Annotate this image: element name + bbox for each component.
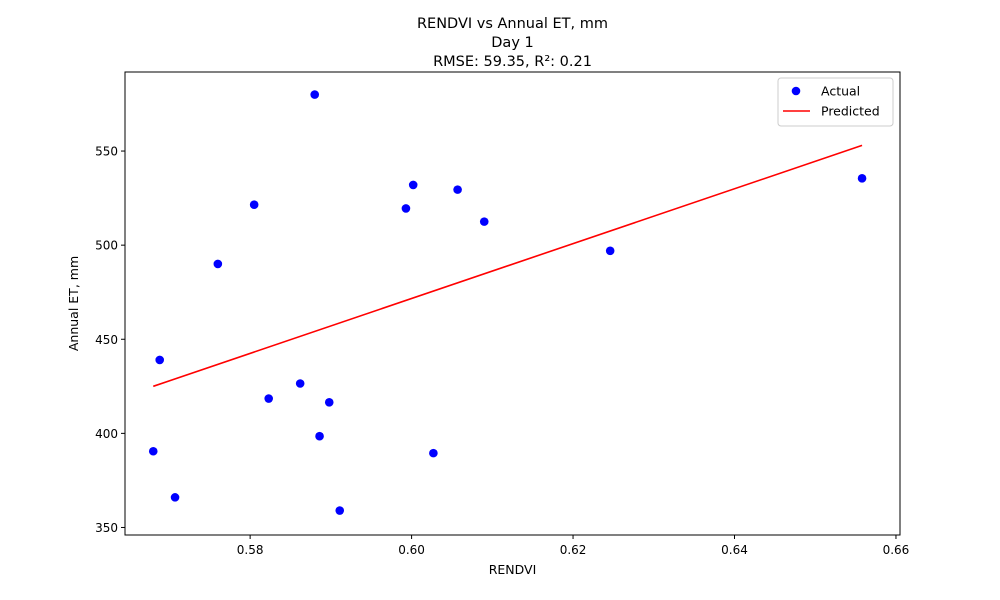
actual-point <box>315 431 324 441</box>
actual-point <box>264 394 273 403</box>
actual-point <box>148 446 158 456</box>
x-tick-label: 0.66 <box>883 543 910 557</box>
y-tick-label: 400 <box>95 427 118 441</box>
x-axis: 0.58 0.60 0.62 0.64 0.66 <box>237 535 910 557</box>
y-tick-label: 450 <box>95 333 118 347</box>
actual-point <box>429 448 438 458</box>
actual-point <box>155 355 165 365</box>
y-axis-label: Annual ET, mm <box>66 256 81 351</box>
x-tick-label: 0.64 <box>721 543 748 557</box>
actual-point <box>453 185 462 194</box>
actual-point <box>213 259 223 269</box>
y-tick-label: 350 <box>95 521 118 535</box>
actual-point <box>857 174 867 183</box>
chart-title-line: RENDVI vs Annual ET, mm <box>417 16 608 32</box>
y-tick-label: 550 <box>95 145 118 159</box>
actual-point <box>401 204 411 213</box>
y-tick-label: 500 <box>95 239 118 253</box>
actual-point <box>335 506 345 515</box>
actual-point <box>605 246 615 256</box>
series-layer <box>148 90 867 515</box>
actual-point <box>479 217 489 226</box>
actual-point <box>310 90 320 99</box>
chart-title: RENDVI vs Annual ET, mm Day 1 RMSE: 59.35,… <box>417 16 608 70</box>
x-tick-label: 0.58 <box>237 543 264 557</box>
actual-point <box>170 493 180 502</box>
actual-point <box>408 180 418 190</box>
chart-title-line: Day 1 <box>491 35 533 51</box>
predicted-line <box>152 144 863 388</box>
y-axis: 350 400 450 500 550 <box>95 145 125 535</box>
x-tick-label: 0.62 <box>560 543 587 557</box>
x-axis-label: RENDVI <box>489 562 537 577</box>
legend-label: Predicted <box>821 104 880 119</box>
legend: Actual Predicted <box>777 77 894 127</box>
actual-point <box>295 379 305 388</box>
legend-box <box>777 77 894 127</box>
legend-label: Actual <box>821 84 860 99</box>
x-tick-label: 0.60 <box>398 543 425 557</box>
actual-point <box>249 200 259 209</box>
plot-area <box>124 71 901 536</box>
actual-point <box>324 398 334 407</box>
legend-marker-actual <box>791 86 801 96</box>
chart-title-line: RMSE: 59.35, R²: 0.21 <box>433 54 592 70</box>
